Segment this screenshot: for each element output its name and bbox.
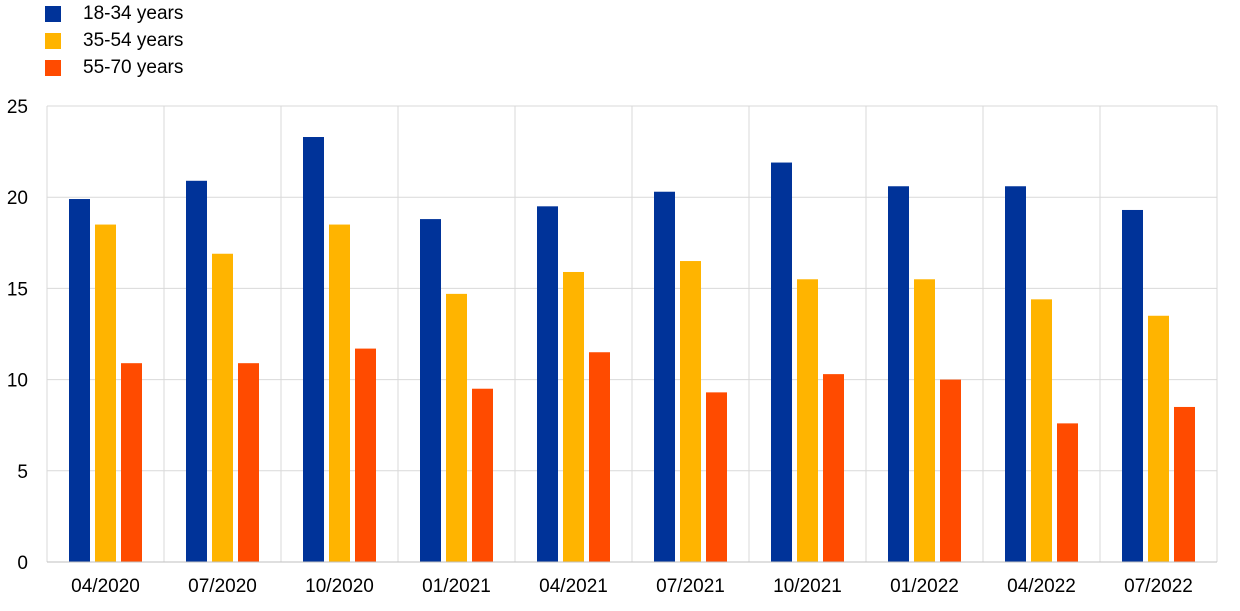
bar-2-6 xyxy=(680,261,701,562)
bar-1-9 xyxy=(1005,186,1026,563)
bar-2-4 xyxy=(446,293,467,562)
bar-1-6 xyxy=(654,191,675,562)
bar-1-5 xyxy=(537,206,558,562)
x-tick-label-6: 07/2021 xyxy=(656,576,725,597)
y-tick-label-0: 0 xyxy=(17,553,28,574)
bar-3-3 xyxy=(355,348,376,562)
bar-1-3 xyxy=(303,137,324,562)
bar-2-8 xyxy=(914,279,935,562)
bar-3-2 xyxy=(238,363,259,562)
y-tick-label-2: 10 xyxy=(7,371,28,392)
y-tick-label-3: 15 xyxy=(7,279,28,300)
legend-swatch-series-1 xyxy=(45,5,61,22)
bar-2-2 xyxy=(212,253,233,562)
legend-swatch-series-2 xyxy=(45,32,61,49)
x-tick-label-3: 10/2020 xyxy=(305,576,374,597)
bar-3-9 xyxy=(1057,423,1078,562)
bar-2-9 xyxy=(1031,299,1052,562)
y-tick-label-1: 5 xyxy=(17,462,28,483)
bar-1-7 xyxy=(771,162,792,562)
x-tick-label-1: 04/2020 xyxy=(71,576,140,597)
bar-1-10 xyxy=(1122,209,1143,562)
legend-label-series-3: 55-70 years xyxy=(83,56,184,78)
chart-legend: 18-34 years 35-54 years 55-70 years xyxy=(45,0,183,81)
bar-3-7 xyxy=(823,374,844,562)
bar-3-4 xyxy=(472,388,493,562)
x-tick-label-2: 07/2020 xyxy=(188,576,257,597)
bar-2-1 xyxy=(95,224,116,562)
legend-item-series-3: 55-70 years xyxy=(45,54,183,81)
bar-1-8 xyxy=(888,186,909,563)
bar-3-1 xyxy=(121,363,142,562)
bar-1-1 xyxy=(69,199,90,563)
bar-3-10 xyxy=(1174,406,1195,562)
legend-label-series-1: 18-34 years xyxy=(83,2,184,24)
legend-item-series-2: 35-54 years xyxy=(45,27,183,54)
legend-item-series-1: 18-34 years xyxy=(45,0,183,27)
bar-3-5 xyxy=(589,352,610,562)
bar-2-3 xyxy=(329,224,350,562)
bar-1-4 xyxy=(420,219,441,562)
x-tick-label-10: 07/2022 xyxy=(1124,576,1193,597)
bar-3-8 xyxy=(940,379,961,562)
bar-2-7 xyxy=(797,279,818,562)
bar-3-6 xyxy=(706,392,727,562)
bar-2-10 xyxy=(1148,315,1169,562)
bar-1-2 xyxy=(186,180,207,562)
bar-2-5 xyxy=(563,271,584,562)
x-tick-label-4: 01/2021 xyxy=(422,576,491,597)
legend-label-series-2: 35-54 years xyxy=(83,29,184,51)
legend-swatch-series-3 xyxy=(45,59,61,76)
x-tick-label-9: 04/2022 xyxy=(1007,576,1076,597)
x-tick-label-5: 04/2021 xyxy=(539,576,608,597)
x-tick-label-8: 01/2022 xyxy=(890,576,959,597)
y-tick-label-5: 25 xyxy=(7,97,28,118)
x-tick-label-7: 10/2021 xyxy=(773,576,842,597)
y-tick-label-4: 20 xyxy=(7,188,28,209)
